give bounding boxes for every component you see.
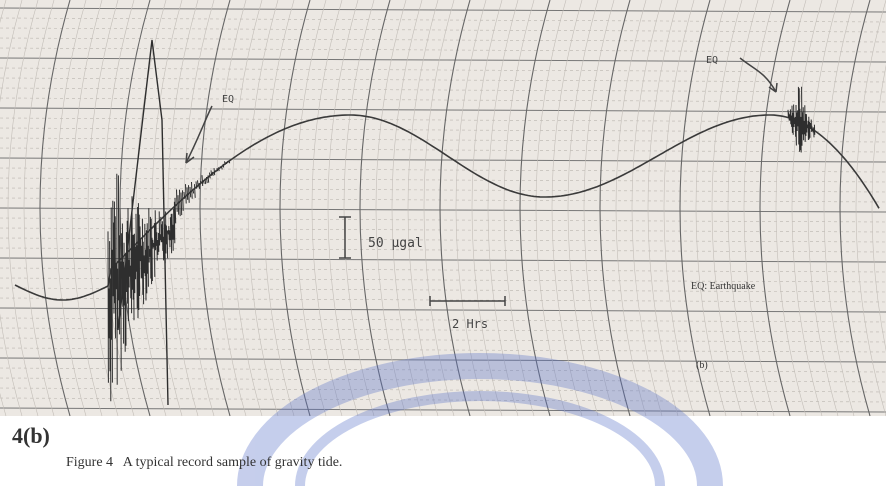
sub-label: (b) [696, 360, 708, 371]
figure: EQ EQ 50 μgal 2 Hrs EQ: Earthquake (b) 4… [0, 0, 886, 486]
eq-label: EQ [222, 94, 234, 105]
panel-label: 4(b) [12, 423, 50, 448]
vertical-scale-label: 50 μgal [368, 236, 423, 251]
legend-text: EQ: Earthquake [691, 281, 756, 292]
horizontal-scale-label: 2 Hrs [452, 317, 488, 331]
caption: Figure 4 A typical record sample of grav… [66, 455, 342, 470]
eq-label: EQ [706, 55, 718, 66]
